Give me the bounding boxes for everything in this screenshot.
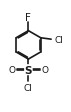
Text: Cl: Cl	[24, 83, 33, 92]
Text: O: O	[8, 66, 15, 74]
Text: Cl: Cl	[54, 35, 63, 44]
Text: F: F	[25, 13, 31, 23]
Text: S: S	[25, 65, 32, 75]
Text: O: O	[42, 66, 49, 74]
